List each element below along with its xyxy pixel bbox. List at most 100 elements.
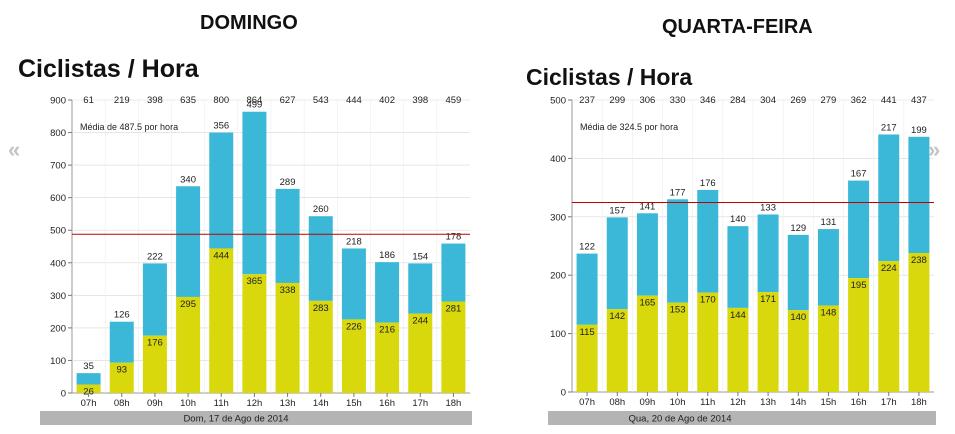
c1-x-tick-label: 18h [911,397,927,408]
c1-upper-value-label: 167 [851,169,867,180]
c1-y-tick-label: 0 [561,388,566,399]
c0-y-tick-label: 900 [50,96,66,107]
c0-upper-value-label: 340 [180,174,196,185]
c1-bar-lower-16h [848,278,870,392]
c1-y-tick-label: 200 [550,271,566,282]
c0-bar-lower-10h [176,296,201,393]
c0-upper-value-label: 222 [147,251,163,262]
c1-x-tick-label: 07h [579,397,595,408]
c1-upper-value-label: 217 [881,122,897,133]
c0-upper-value-label: 218 [346,236,362,247]
c1-bar-upper-07h [576,253,598,325]
c0-lower-value-label: 283 [313,303,329,314]
c1-lower-value-label: 148 [820,308,836,319]
c1-bar-lower-07h [576,324,598,392]
c0-upper-value-label: 178 [445,232,461,243]
c0-bar-upper-09h [142,263,167,336]
next-arrow-icon[interactable]: » [928,137,941,162]
c0-total-label: 459 [445,95,461,106]
c0-x-tick-label: 12h [246,398,262,409]
c0-bar-upper-11h [209,132,234,249]
c0-total-label: 864 [246,95,262,106]
c1-upper-value-label: 122 [579,242,595,253]
c0-y-tick-label: 100 [50,356,66,367]
c1-bar-upper-11h [697,189,719,293]
c1-bar-lower-13h [757,292,779,392]
c1-bar-upper-14h [787,234,809,311]
c1-y-tick-label: 500 [550,96,566,107]
c0-x-tick-label: 07h [81,398,97,409]
c1-lower-value-label: 115 [580,327,595,338]
c0-y-tick-label: 200 [50,323,66,334]
c1-upper-value-label: 129 [790,223,806,234]
c0-total-label: 402 [379,95,395,106]
c1-footer-bar [548,411,936,425]
c0-lower-value-label: 176 [147,338,163,349]
c0-bar-lower-08h [109,362,134,393]
c1-total-label: 441 [881,95,897,106]
c0-lower-value-label: 244 [412,316,428,327]
c1-bar-upper-15h [817,229,839,306]
c1-bar-upper-09h [636,213,658,296]
c0-bar-lower-11h [209,248,234,393]
c1-upper-value-label: 176 [700,178,716,189]
c0-total-label: 543 [313,95,329,106]
c0-total-label: 61 [83,95,94,106]
c0-x-tick-label: 13h [280,398,296,409]
c0-y-tick-label: 400 [50,258,66,269]
c0-bar-upper-13h [275,188,300,283]
c1-lower-value-label: 140 [790,312,806,323]
c0-bar-upper-17h [408,263,433,314]
c1-bar-lower-18h [908,253,930,392]
c1-bar-upper-18h [908,136,930,254]
c1-total-label: 330 [670,95,686,106]
c0-upper-value-label: 356 [213,121,229,132]
c1-total-label: 269 [790,95,806,106]
c1-upper-value-label: 131 [820,217,836,228]
c1-bar-lower-17h [878,261,900,392]
c0-total-label: 398 [412,95,428,106]
c1-footer-date: Qua, 20 de Ago de 2014 [628,414,731,425]
c0-footer-date: Dom, 17 de Ago de 2014 [183,414,288,425]
c0-total-label: 635 [180,95,196,106]
c0-lower-value-label: 338 [280,285,296,296]
c0-y-tick-label: 300 [50,291,66,302]
c0-y-tick-label: 700 [50,161,66,172]
c1-x-tick-label: 08h [609,397,625,408]
c0-total-label: 800 [213,95,229,106]
c1-y-tick-label: 300 [550,212,566,223]
c1-bar-lower-11h [697,292,719,392]
c1-x-tick-label: 14h [790,397,806,408]
c0-bar-upper-10h [176,186,201,297]
c0-upper-value-label: 35 [83,361,94,372]
c0-y-tick-label: 0 [61,389,66,400]
c1-bar-upper-17h [878,134,900,262]
prev-arrow-icon[interactable]: « [8,137,21,162]
c0-lower-value-label: 365 [246,276,262,287]
c1-total-label: 284 [730,95,746,106]
c1-total-label: 362 [851,95,867,106]
c1-y-tick-label: 400 [550,154,566,165]
c1-lower-value-label: 195 [851,280,867,291]
c0-lower-value-label: 295 [180,299,196,310]
c1-bar-upper-08h [606,217,628,310]
c0-bar-lower-18h [441,301,466,393]
c1-lower-value-label: 171 [760,294,776,305]
c1-x-tick-label: 16h [851,397,867,408]
day-title-domingo: DOMINGO [200,12,298,34]
c1-bar-lower-14h [787,310,809,392]
c0-upper-value-label: 154 [412,251,428,262]
c0-x-tick-label: 14h [313,398,329,409]
c1-lower-value-label: 153 [670,305,686,316]
c1-lower-value-label: 170 [700,295,716,306]
c0-bar-upper-12h [242,111,267,275]
c0-bar-lower-09h [142,335,167,393]
c0-lower-value-label: 26 [83,387,94,398]
c0-x-tick-label: 16h [379,398,395,409]
c0-bar-upper-08h [109,321,134,363]
c0-bar-lower-17h [408,313,433,393]
c0-y-tick-label: 500 [50,226,66,237]
c0-total-label: 444 [346,95,362,106]
c0-bar-lower-15h [341,319,366,393]
c0-total-label: 219 [114,95,130,106]
